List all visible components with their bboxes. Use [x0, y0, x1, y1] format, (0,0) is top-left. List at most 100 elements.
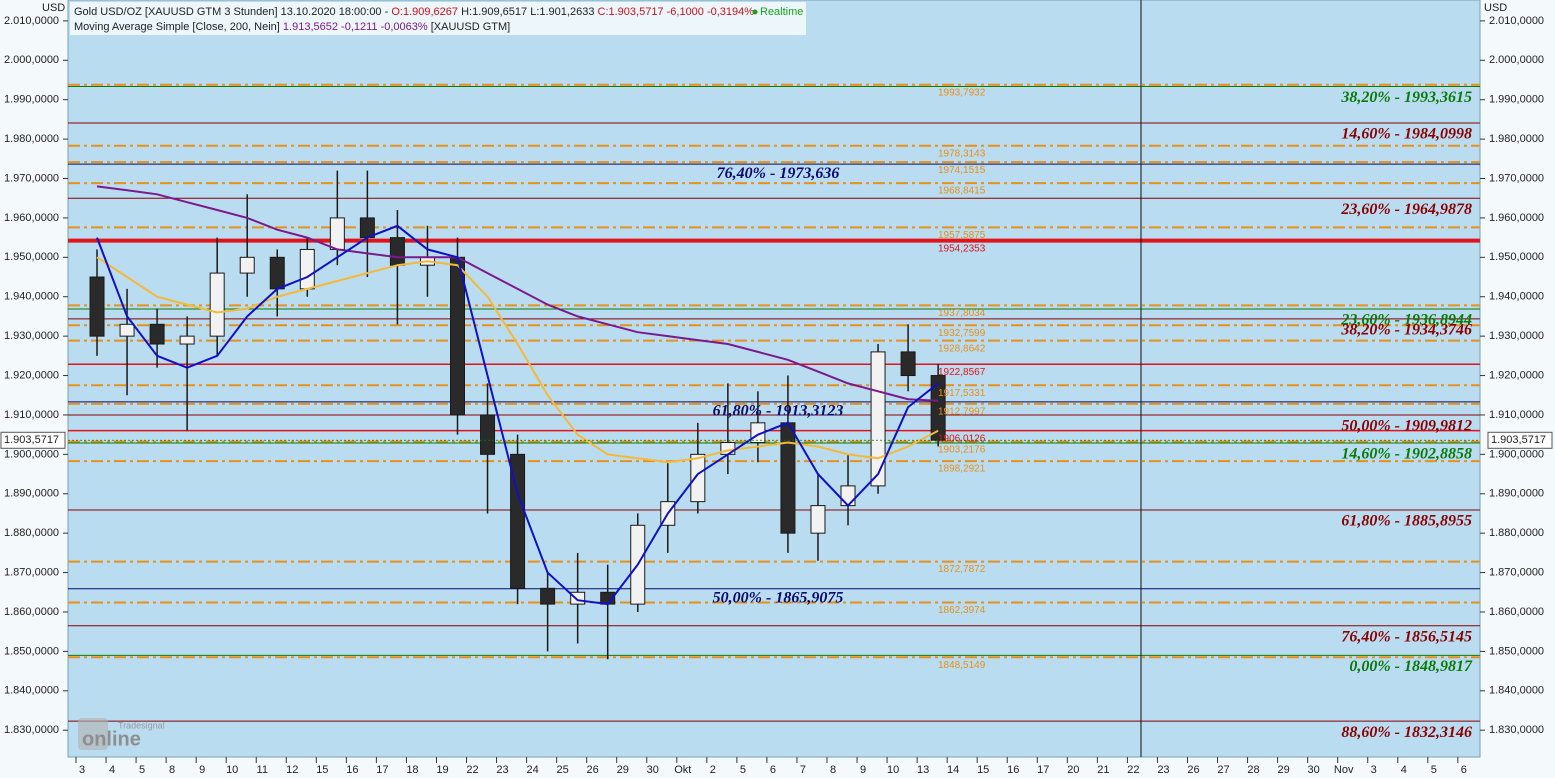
x-tick-label: 20: [1067, 764, 1079, 776]
price-level-label: 1937,8034: [938, 308, 986, 319]
ma-line: [96, 185, 939, 402]
y-tick-label-left: 1.920,0000: [4, 369, 59, 381]
x-tick-label: 17: [1037, 764, 1049, 776]
x-tick-label: 4: [109, 764, 115, 776]
price-level-label: 1968,8415: [938, 186, 986, 197]
y-tick-label-right: 1.900,0000: [1489, 448, 1544, 460]
y-tick-label-right: 1.980,0000: [1489, 133, 1544, 145]
x-tick-label: 12: [286, 764, 298, 776]
y-tick-label-left: 1.900,0000: [4, 448, 59, 460]
y-tick-label-left: 1.970,0000: [4, 172, 59, 184]
fib-level-label: 23,60% - 1964,9878: [1340, 201, 1472, 218]
x-tick-label: 19: [436, 764, 448, 776]
y-tick-label-left: 2.000,0000: [4, 54, 59, 66]
fib-level-label: 23,60% - 1936,8944: [1340, 312, 1472, 329]
x-tick-label: 15: [316, 764, 328, 776]
candle-body: [209, 272, 225, 337]
x-tick-label: 10: [887, 764, 899, 776]
y-tick-label-right: 1.830,0000: [1489, 724, 1544, 736]
candle-body: [510, 453, 526, 589]
y-tick-label-left: 1.890,0000: [4, 488, 59, 500]
y-tick-label-right: 1.950,0000: [1489, 251, 1544, 263]
price-level-label: 1954,2353: [938, 243, 986, 254]
candle-body: [570, 591, 586, 605]
fib-level-label: 50,00% - 1909,9812: [1341, 418, 1472, 435]
price-level-label: 1862,3974: [938, 605, 986, 616]
price-level-label: 1912,7997: [938, 407, 986, 418]
fib-level-label: 76,40% - 1856,5145: [1341, 628, 1472, 645]
candle-body: [900, 351, 916, 377]
x-tick-label: 30: [1308, 764, 1320, 776]
x-tick-label: 23: [1157, 764, 1169, 776]
fib-level-label: 61,80% - 1885,8955: [1341, 513, 1472, 530]
last-price-label: 1.903,5717: [1491, 434, 1546, 446]
x-tick-label: 16: [1007, 764, 1019, 776]
y-tick-label-right: 1.860,0000: [1489, 606, 1544, 618]
fib-level-label: 14,60% - 1902,8858: [1341, 446, 1472, 463]
header-line-2: Moving Average Simple [Close, 200, Nein]…: [74, 21, 510, 33]
x-tick-label: 23: [496, 764, 508, 776]
y-tick-label-left: 1.990,0000: [4, 94, 59, 106]
x-tick-label: 13: [917, 764, 929, 776]
x-tick-label: 10: [226, 764, 238, 776]
y-tick-label-right: 1.990,0000: [1489, 94, 1544, 106]
candle-body: [329, 217, 345, 250]
x-tick-label: 3: [1371, 764, 1377, 776]
watermark-text: online: [82, 728, 141, 750]
unit-right: USD: [1484, 2, 1507, 14]
price-level-label: 1898,2921: [938, 464, 986, 475]
ma-line: [96, 256, 939, 464]
y-tick-label-right: 1.960,0000: [1489, 212, 1544, 224]
x-tick-label: 2: [710, 764, 716, 776]
last-price-tag: [0, 431, 66, 449]
y-tick-label-left: 1.910,0000: [4, 409, 59, 421]
candle-body: [540, 587, 556, 605]
legend-ma200-source: [XAUUSD GTM]: [431, 21, 510, 33]
header-line-1: Gold USD/OZ [XAUUSD GTM 3 Stunden] 13.10…: [74, 6, 754, 18]
candle-body: [179, 335, 195, 345]
y-tick-label-left: 1.940,0000: [4, 291, 59, 303]
x-tick-label: 8: [169, 764, 175, 776]
price-level-label: 1928,8642: [938, 343, 986, 354]
candle-body: [840, 485, 856, 507]
header-status: Realtime: [760, 6, 803, 18]
price-level-label: 1957,5875: [938, 230, 986, 241]
candle-body: [119, 323, 135, 337]
x-tick-label: 30: [647, 764, 659, 776]
plot-area: [67, 0, 1481, 758]
x-tick-label: 17: [376, 764, 388, 776]
y-tick-label-right: 1.930,0000: [1489, 330, 1544, 342]
watermark-brand: Tradesignal: [118, 720, 165, 730]
candle-body: [480, 414, 496, 455]
candle-body: [870, 351, 886, 487]
x-tick-label: 8: [830, 764, 836, 776]
legend-ma200: Moving Average Simple [Close, 200, Nein]: [74, 21, 280, 33]
last-price-label: 1.903,5717: [4, 434, 59, 446]
x-tick-label: 7: [800, 764, 806, 776]
x-tick-label: 3: [79, 764, 85, 776]
x-tick-label: 29: [617, 764, 629, 776]
x-tick-label: 25: [557, 764, 569, 776]
price-level-label: 1872,7872: [938, 564, 986, 575]
y-tick-label-left: 1.840,0000: [4, 685, 59, 697]
y-tick-label-left: 1.960,0000: [4, 212, 59, 224]
x-tick-label: 15: [977, 764, 989, 776]
last-price-tag: [1487, 431, 1553, 449]
y-tick-label-right: 1.920,0000: [1489, 369, 1544, 381]
x-tick-label: 21: [1097, 764, 1109, 776]
y-tick-label-right: 2.010,0000: [1489, 15, 1544, 27]
y-tick-label-right: 1.850,0000: [1489, 645, 1544, 657]
candle-body: [389, 237, 405, 266]
candle-body: [810, 505, 826, 534]
y-tick-label-left: 1.930,0000: [4, 330, 59, 342]
y-tick-label-right: 1.840,0000: [1489, 685, 1544, 697]
x-tick-label: 5: [139, 764, 145, 776]
levels: [68, 83, 1480, 722]
candle-body: [690, 453, 706, 503]
header-box: [70, 2, 806, 35]
x-tick-label: 14: [947, 764, 959, 776]
x-tick-label: 4: [1401, 764, 1407, 776]
y-tick-label-right: 1.880,0000: [1489, 527, 1544, 539]
x-tick-label: 9: [199, 764, 205, 776]
